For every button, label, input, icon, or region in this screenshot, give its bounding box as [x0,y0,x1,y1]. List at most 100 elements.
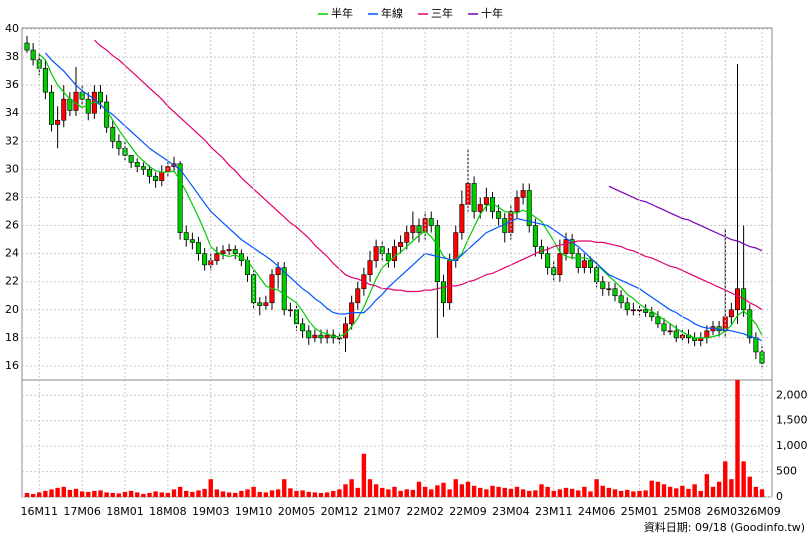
candle-body [440,281,446,304]
volume-bar [79,491,85,497]
volume-bar [704,474,710,497]
candle-body [630,309,636,312]
y-tick-label: 22 [5,275,19,288]
x-tick-label: 19M10 [235,505,273,518]
x-tick-label: 22M02 [406,505,444,518]
candle-body [336,337,342,340]
volume-bar [735,380,740,497]
volume-bar [367,479,373,497]
candle-body [655,316,661,325]
volume-bar [710,486,716,497]
volume-bar [674,488,679,497]
candle-body [263,302,269,306]
y-tick-label: 32 [5,134,19,147]
volume-bar [92,490,97,497]
candle-body [471,183,477,212]
y-tick-label: 34 [5,106,19,119]
volume-bar [422,486,428,497]
candle-body [483,197,489,205]
x-tick-label: 20M05 [278,505,316,518]
volume-bar [551,490,556,497]
ma-line [93,39,763,311]
volume-bar [208,479,213,497]
volume-bar [502,487,507,497]
volume-bar [539,484,544,497]
y-tick-label: 38 [5,50,19,63]
volume-bar [49,489,54,497]
candle-body [459,204,465,233]
candle-body [85,98,91,114]
volume-bar [380,487,385,497]
candle-body [557,253,563,275]
candle-body [618,295,624,304]
volume-bar [453,479,458,497]
candle-body [587,260,593,268]
volume-bar [686,488,691,497]
candle-body [410,225,416,233]
volume-bar [55,487,60,497]
candle-body [526,190,532,226]
volume-bar [398,490,403,497]
candle-body [477,204,483,212]
volume-bar [698,490,703,497]
volume-bar [37,492,42,497]
volume-bar [196,490,201,497]
candle-body [287,309,293,312]
volume-bar [73,488,79,497]
x-tick-label: 18M01 [106,505,144,518]
volume-bar [729,479,734,497]
x-tick-label: 25M08 [664,505,702,518]
legend-label: 三年 [431,6,453,20]
candle-body [300,323,306,332]
candle-body [563,239,569,254]
x-tick-label: 26M03 [707,505,745,518]
volume-bar [361,453,367,497]
x-tick-label: 16M11 [21,505,59,518]
candle-body [159,171,165,181]
volume-bar [655,481,661,497]
volume-bar [177,486,183,497]
volume-bar [618,490,624,497]
volume-bar [355,487,360,497]
y-tick-label: 30 [5,162,19,175]
candle-body [545,253,551,268]
candle-body [48,91,54,125]
volume-bar [667,486,673,497]
volume-bar [214,489,220,497]
volume-bar [410,489,416,497]
candle-body [153,176,159,181]
volume-bar [496,486,501,497]
candle-body [428,218,434,226]
ma-line [608,185,763,252]
footer: 資料日期: 09/18 (Goodinfo.tw) [644,520,805,534]
candle-body [226,249,232,252]
y-tick-label: 26 [5,219,19,232]
x-tick-label: 23M04 [492,505,530,518]
volume-bar [245,489,250,497]
volume-bar [226,492,232,497]
volume-bar [349,479,354,497]
volume-bar [122,491,128,497]
volume-bar [239,490,244,497]
candle-body [73,91,79,111]
volume-bar [324,492,330,497]
volume-bar [165,492,171,497]
y-tick-label: 20 [5,303,19,316]
plot-frame [21,27,773,498]
legend-label: 年線 [381,6,403,20]
x-tick-label: 25M01 [621,505,659,518]
volume-bar [147,492,152,497]
candle-body [367,260,373,276]
volume-bar [184,490,189,497]
candle-body [147,169,153,177]
volume-bar [251,486,256,497]
x-tick-label: 18M08 [149,505,187,518]
x-tick-label: 23M11 [535,505,573,518]
candle-body [667,330,673,333]
candle-body [232,249,238,254]
volume-bar [557,489,563,497]
volume-bar [533,490,538,497]
candle-body [220,250,226,254]
volume-bar [141,493,146,497]
candle-body [318,334,324,339]
